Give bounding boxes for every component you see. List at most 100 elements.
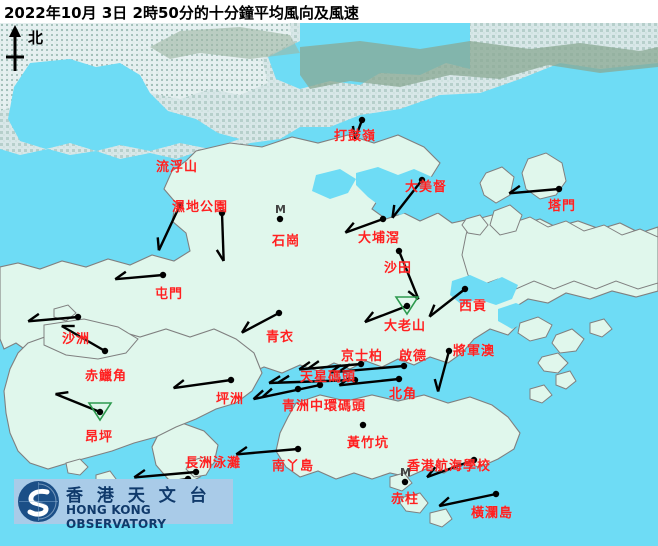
wind-barb-shaft [115,273,164,281]
wind-station [508,184,563,195]
wind-barb-flag [277,374,290,384]
station-label: 橫瀾島 [471,506,514,521]
wind-station [391,176,426,219]
station-dot-marker [351,376,359,384]
wind-station [133,468,200,479]
station-dot-marker [276,215,284,223]
station-dot-marker [403,302,411,310]
station-dot-marker [470,456,478,464]
wind-barb-shaft [426,458,475,479]
station-label: 青衣 [266,330,295,345]
wind-barb-shaft [61,324,106,353]
wind-station [338,375,403,387]
wind-barb-shaft [345,217,384,234]
station-label: 塔門 [548,199,577,214]
hko-name-en: HONG KONG OBSERVATORY [66,503,167,531]
wind-barb-shaft [236,447,299,456]
wind-barb-flag [55,391,69,396]
manned-station-marker: M [275,203,286,216]
wind-barb-shaft [220,212,225,262]
station-dot-marker [101,347,109,355]
wind-barb-flag [172,379,185,390]
station-dot-marker [395,375,403,383]
station-label: 南丫島 [272,459,315,474]
station-label: 啟德 [399,349,428,364]
station-dot-marker [358,116,366,124]
station-dot-marker [555,185,563,193]
wind-barb-flag [338,363,351,373]
wind-station [401,478,409,486]
wind-station [276,215,284,223]
wind-barb-flag [364,311,375,323]
station-label: 赤柱 [391,492,420,507]
wind-barb-shaft [173,378,232,390]
station-label: 流浮山 [156,160,199,175]
station-triangle-marker [87,402,113,422]
station-label: 長洲泳灘 [185,456,242,471]
wind-barb-shaft [330,364,405,374]
wind-barb-flag [433,378,440,392]
station-label: 昂坪 [85,430,114,445]
wind-barb-flag [252,389,264,401]
wind-barb-shaft [241,311,280,334]
wind-barb-flag [391,204,396,218]
station-label: 香港航海學校 [407,459,492,474]
station-label: 石崗 [272,234,301,249]
station-label: 天星碼頭 [300,370,357,385]
wind-barb-flag [426,466,437,478]
wind-station [344,215,387,234]
wind-barb-flag [240,321,250,334]
station-dot-marker [492,490,500,498]
wind-station [268,374,359,385]
station-dot-marker [275,309,283,317]
map-canvas: 北 打鼓嶺 流浮山 濕地公園 M 石崗 屯門 大美督 大埔滘 沙田 塔門 西貢 大老山 將軍澳 青衣 京士柏… [0,23,658,546]
station-label: 北角 [389,387,418,402]
station-dot-marker [159,271,167,279]
station-dot-marker [395,247,403,255]
station-label: 赤鱲角 [85,369,128,384]
wind-station [252,381,324,401]
wind-station [426,456,478,479]
station-label: 西貢 [459,299,488,314]
station-dot-marker [316,381,324,389]
wind-station [235,445,302,456]
wind-station [359,421,367,429]
wind-barb-shaft [397,250,420,300]
station-label: 大老山 [384,319,427,334]
station-label: 黃竹坑 [347,436,390,451]
wind-station [329,362,408,374]
wind-station [114,270,167,281]
wind-station [433,347,453,392]
wind-station [294,385,302,393]
station-dot-marker [227,376,235,384]
wind-station [364,296,420,324]
wind-barb-flag [438,496,450,507]
station-label: 濕地公園 [172,200,229,215]
station-label: 中環碼頭 [310,399,367,414]
wind-station [438,490,500,508]
hko-name-cn: 香 港 天 文 台 [66,486,211,506]
station-label: 大美督 [405,180,448,195]
station-label: 大埔滘 [358,231,401,246]
wind-barb-flag [338,376,351,387]
wind-barb-flag [508,184,521,195]
wind-barb-shaft [428,288,466,318]
hko-swirl-emblem-icon [18,481,59,522]
station-dot-marker [218,209,226,217]
wind-station [240,309,283,334]
wind-station [215,209,226,262]
wind-barb-flag [351,125,357,140]
page-title: 2022年10月 3日 2時50分的十分鐘平均風向及風速 [4,4,359,22]
station-label: 將軍澳 [453,344,496,359]
wind-barb-shaft [391,179,423,219]
wind-barb-flag [156,237,161,251]
map-geography [0,23,658,546]
station-label: 坪洲 [216,392,245,407]
station-dot-marker [379,215,387,223]
wind-station [61,324,109,355]
wind-barb-flag [27,312,40,323]
wind-barb-flag [428,304,436,318]
wind-barb-flag [329,364,342,374]
wind-barb-flag [268,375,281,385]
wind-barb-shaft [354,119,364,140]
